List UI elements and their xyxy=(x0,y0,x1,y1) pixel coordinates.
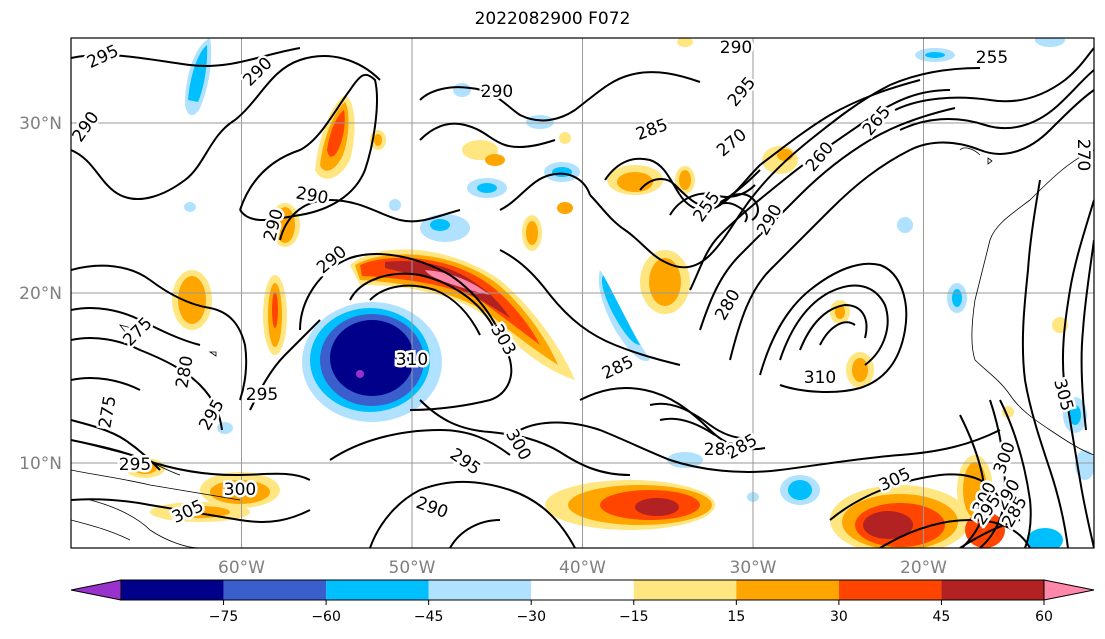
contour-label: 280 xyxy=(172,354,197,389)
contour-label: 295 xyxy=(724,73,760,111)
contour-label: 295 xyxy=(246,385,278,405)
colorbar-tick-label: 30 xyxy=(830,609,848,625)
contour-label: 285 xyxy=(633,115,670,145)
lon-tick-label: 40°W xyxy=(559,558,606,578)
contour-label: 295 xyxy=(446,445,484,480)
latitude-labels: 30°N 20°N 10°N xyxy=(19,114,62,474)
colorbar-segment xyxy=(428,580,532,600)
contour-label: 290 xyxy=(413,493,450,523)
contour-label: 270 xyxy=(1073,139,1093,171)
colorbar-segment xyxy=(531,580,634,600)
map-frame xyxy=(70,37,1095,549)
graticule xyxy=(71,38,1094,548)
colorbar-segment xyxy=(941,580,1044,600)
colorbar-segment xyxy=(326,580,429,600)
colorbar-tick-label: −60 xyxy=(311,609,341,625)
contour-label: 310 xyxy=(804,368,836,388)
contour-label: 300 xyxy=(224,480,256,500)
contour-label: 265 xyxy=(859,102,895,140)
colorbar-outline xyxy=(120,579,1045,601)
contour-label: 295 xyxy=(84,41,122,73)
longitude-labels: 60°W 50°W 40°W 30°W 20°W xyxy=(218,558,947,578)
contour-label: 255 xyxy=(976,48,1008,68)
contour-label: 280 xyxy=(711,286,745,324)
contour-label: 255 xyxy=(690,188,725,226)
height-contours xyxy=(71,47,1094,548)
contour-label: 300 xyxy=(990,439,1020,476)
lon-tick-label: 60°W xyxy=(218,558,265,578)
contour-label: 310 xyxy=(396,350,428,370)
lat-tick-label: 20°N xyxy=(19,284,62,304)
plot-title: 2022082900 F072 xyxy=(474,9,631,29)
lon-tick-label: 20°W xyxy=(900,558,947,578)
contour-label: 285 xyxy=(599,352,637,384)
colorbar-tick-label: −75 xyxy=(209,609,239,625)
lon-tick-label: 30°W xyxy=(730,558,777,578)
colorbar-extend-max xyxy=(1043,579,1095,601)
colorbar-extend-min xyxy=(70,579,122,601)
colorbar-segment xyxy=(121,580,224,600)
colorbar-tick-label: −45 xyxy=(414,609,444,625)
contour-label: 295 xyxy=(119,455,151,475)
contour-label: 290 xyxy=(481,82,513,102)
colorbar-segment xyxy=(633,580,737,600)
colorbar-tick-label: −30 xyxy=(516,609,546,625)
contour-label: 305 xyxy=(1049,377,1077,414)
contour-label: 270 xyxy=(713,125,751,161)
contour-label: 290 xyxy=(313,242,351,278)
contour-label: 290 xyxy=(720,38,752,58)
contour-label: 300 xyxy=(501,426,535,464)
colorbar-segment xyxy=(223,580,327,600)
contour-label: 275 xyxy=(119,313,156,350)
contour-label: 290 xyxy=(69,108,104,146)
colorbar-tick-label: 60 xyxy=(1035,609,1053,625)
colorbar-tick-label: 15 xyxy=(727,609,745,625)
contour-label: 290 xyxy=(294,183,329,208)
colorbar-segment xyxy=(736,580,839,600)
colorbar: −75−60−45−30−151530456075 xyxy=(70,579,1095,625)
contour-label: 290 xyxy=(239,53,276,90)
colorbar-tick-label: −15 xyxy=(619,609,649,625)
lat-tick-label: 10°N xyxy=(19,454,62,474)
contour-label: 275 xyxy=(95,394,120,429)
lon-tick-label: 50°W xyxy=(389,558,436,578)
contour-label: 280 xyxy=(704,440,736,460)
contour-label: 305 xyxy=(169,496,207,528)
colorbar-segment xyxy=(838,580,942,600)
shaded-anomalies xyxy=(125,38,1094,548)
colorbar-tick-label: 45 xyxy=(933,609,951,625)
lat-tick-label: 30°N xyxy=(19,114,62,134)
